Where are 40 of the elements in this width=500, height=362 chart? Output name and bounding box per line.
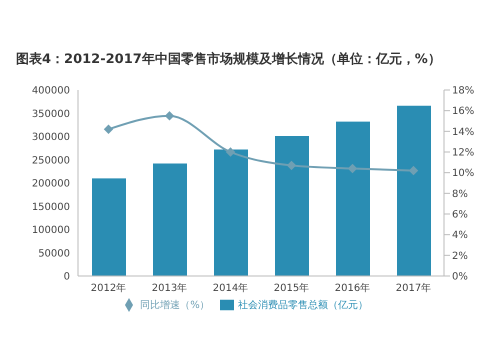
- y2-tick-label: 18%: [452, 86, 474, 97]
- bar: [92, 178, 126, 276]
- y2-tick-label: 16%: [452, 106, 474, 118]
- point: [348, 164, 357, 174]
- legend-label: 同比增速（%）: [140, 300, 210, 311]
- y2-tick-label: 6%: [452, 210, 468, 221]
- y-tick-label: 250000: [32, 155, 70, 166]
- y-tick-label: 50000: [38, 248, 70, 260]
- x-tick-label: 2016年: [334, 282, 370, 294]
- point: [104, 124, 113, 134]
- y-tick-label: 100000: [32, 225, 70, 236]
- chart-title: 图表4：2012-2017年中国零售市场规模及增长情况（单位：亿元，%）: [15, 50, 442, 69]
- y-tick-label: 400000: [32, 86, 70, 97]
- point: [287, 160, 296, 170]
- y-tick-label: 200000: [32, 178, 70, 190]
- y-tick-label: 350000: [32, 108, 70, 120]
- point: [409, 166, 418, 176]
- x-tick-label: 2013年: [152, 282, 188, 294]
- y2-tick-label: 8%: [452, 188, 468, 200]
- bar: [397, 106, 431, 276]
- bar: [153, 163, 187, 276]
- x-tick-label: 2015年: [274, 282, 310, 294]
- point: [165, 111, 174, 120]
- y2-tick-label: 4%: [452, 230, 468, 242]
- y2-tick-label: 14%: [452, 126, 474, 138]
- y2-tick-label: 0%: [452, 272, 468, 283]
- x-tick-label: 2017年: [396, 282, 432, 294]
- bar: [214, 150, 248, 276]
- y2-tick-label: 2%: [452, 250, 468, 262]
- bar: [336, 122, 370, 276]
- x-tick-label: 2012年: [90, 282, 126, 294]
- y2-tick-label: 12%: [452, 148, 474, 159]
- legend-label: 社会消费品零售总额（亿元）: [238, 300, 368, 311]
- x-tick-label: 2014年: [212, 282, 248, 294]
- point: [226, 148, 235, 156]
- y-tick-label: 300000: [32, 132, 70, 144]
- y2-tick-label: 10%: [452, 168, 474, 180]
- y-tick-label: 0: [64, 272, 70, 283]
- bar: [275, 136, 309, 276]
- y-tick-label: 150000: [32, 202, 70, 213]
